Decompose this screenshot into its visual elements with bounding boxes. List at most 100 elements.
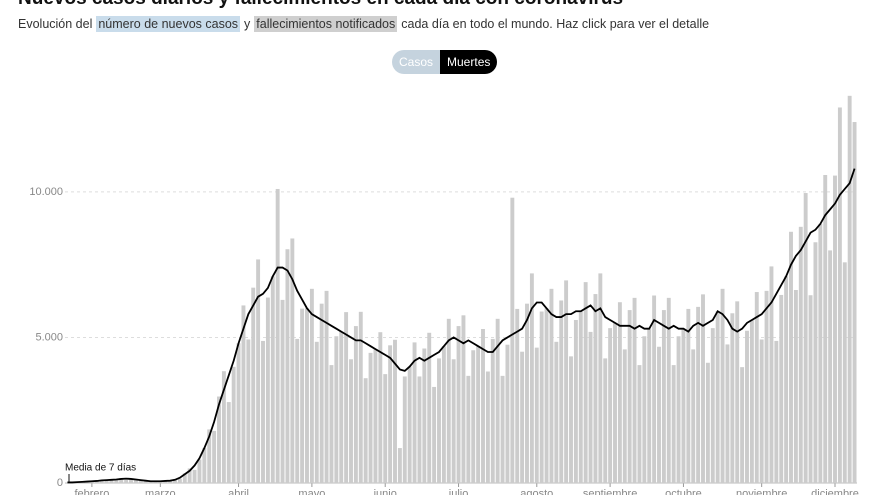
bar bbox=[481, 329, 485, 483]
bar bbox=[647, 328, 652, 483]
x-tick-label: abril bbox=[228, 488, 249, 495]
bar bbox=[451, 359, 456, 483]
bar bbox=[554, 341, 559, 483]
bar bbox=[212, 430, 217, 483]
bar bbox=[456, 326, 461, 483]
bar bbox=[789, 231, 793, 483]
bar bbox=[534, 347, 539, 483]
bar bbox=[515, 308, 520, 483]
y-tick-label: 5.000 bbox=[35, 331, 63, 343]
bar bbox=[652, 295, 657, 483]
bar bbox=[290, 238, 295, 483]
bar bbox=[759, 339, 764, 483]
bar bbox=[158, 481, 163, 483]
bar bbox=[114, 479, 119, 483]
y-tick-label: 10.000 bbox=[29, 186, 63, 198]
bar bbox=[388, 345, 393, 483]
bar bbox=[163, 480, 168, 483]
bar bbox=[608, 328, 613, 483]
bar bbox=[344, 312, 349, 483]
bar bbox=[779, 294, 784, 483]
bar bbox=[319, 303, 324, 483]
bar bbox=[710, 328, 715, 483]
bar bbox=[329, 365, 334, 483]
bar bbox=[368, 352, 373, 483]
bar bbox=[217, 396, 221, 483]
chart-title: Nuevos casos diarios y fallecimientos en… bbox=[18, 0, 623, 10]
bar bbox=[798, 226, 803, 484]
bar bbox=[461, 315, 466, 483]
toggle-button[interactable]: Casos bbox=[392, 50, 441, 74]
bar bbox=[701, 294, 705, 483]
toggle-button[interactable]: Muertes bbox=[440, 50, 498, 74]
bar bbox=[300, 308, 305, 483]
bar bbox=[295, 338, 300, 483]
bar bbox=[251, 287, 256, 483]
bar bbox=[818, 223, 823, 483]
x-tick-label: mayo bbox=[298, 488, 325, 495]
bar bbox=[529, 273, 534, 483]
bar bbox=[730, 313, 735, 483]
subtitle-highlight: fallecimientos notificados bbox=[254, 16, 398, 32]
toggle: Casos Muertes bbox=[392, 50, 498, 74]
bar bbox=[378, 332, 383, 483]
bar bbox=[168, 480, 173, 483]
bar bbox=[559, 300, 564, 483]
bar bbox=[490, 338, 495, 483]
bar bbox=[666, 297, 671, 483]
bar bbox=[143, 480, 148, 483]
bar bbox=[578, 311, 583, 483]
bar bbox=[813, 242, 818, 483]
bar bbox=[476, 346, 481, 483]
bar bbox=[236, 343, 241, 483]
bar bbox=[246, 339, 251, 483]
y-tick-label: 0 bbox=[57, 477, 63, 489]
bar bbox=[842, 262, 847, 483]
subtitle-text: cada día en todo el mundo. Haz click par… bbox=[401, 17, 710, 31]
bar bbox=[305, 308, 309, 483]
bar bbox=[749, 319, 754, 483]
x-tick-label: marzo bbox=[145, 488, 176, 495]
bar bbox=[808, 295, 813, 483]
x-tick-label: septiembre bbox=[583, 488, 637, 495]
bar bbox=[99, 480, 104, 483]
bar bbox=[583, 282, 588, 483]
bar bbox=[603, 358, 608, 483]
bar bbox=[837, 107, 842, 483]
bar bbox=[764, 290, 769, 483]
bar bbox=[613, 322, 617, 483]
bar bbox=[358, 311, 363, 483]
bar bbox=[740, 367, 745, 483]
bar bbox=[334, 336, 339, 483]
bar bbox=[133, 479, 138, 483]
bar bbox=[187, 468, 192, 483]
bar bbox=[735, 301, 740, 483]
bar bbox=[823, 175, 828, 483]
bar bbox=[754, 292, 759, 483]
bar bbox=[104, 479, 109, 483]
bar bbox=[402, 376, 407, 483]
bar bbox=[197, 459, 202, 483]
bar bbox=[339, 331, 344, 483]
bar bbox=[564, 280, 569, 483]
bar bbox=[314, 341, 319, 483]
bar bbox=[720, 288, 725, 483]
bar bbox=[261, 340, 265, 483]
subtitle: Evolución del número de nuevos casos y fall… bbox=[18, 16, 713, 32]
x-tick-label: noviembre bbox=[736, 488, 787, 495]
bar bbox=[588, 331, 593, 483]
bar bbox=[681, 328, 686, 483]
bar bbox=[441, 346, 446, 483]
bar bbox=[510, 197, 515, 483]
subtitle-text: y bbox=[244, 17, 251, 31]
bar bbox=[89, 481, 94, 483]
bar bbox=[231, 366, 236, 483]
bar bbox=[207, 429, 212, 483]
bar bbox=[715, 311, 720, 483]
bar bbox=[94, 480, 99, 483]
bar bbox=[226, 402, 231, 483]
bar bbox=[280, 299, 285, 483]
bar bbox=[119, 478, 124, 483]
